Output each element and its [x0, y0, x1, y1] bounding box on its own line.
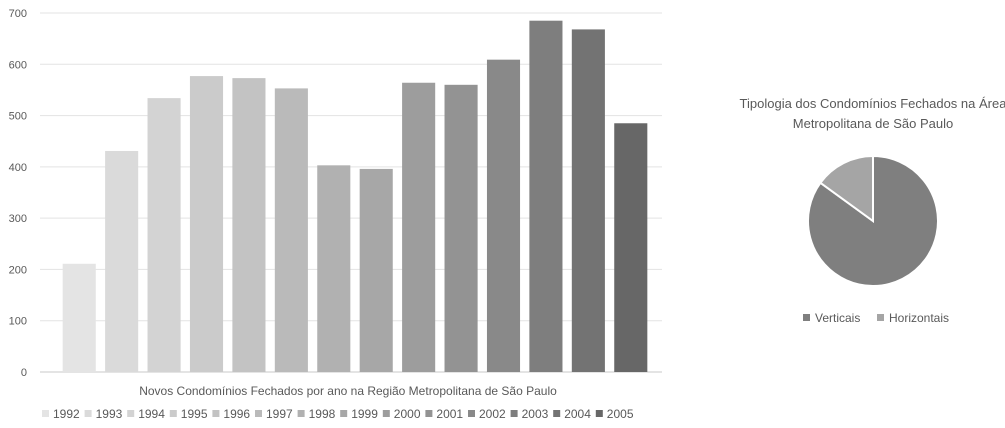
legend-label-1999: 1999 — [351, 407, 378, 421]
bar-1994 — [147, 98, 181, 373]
pie-chart-title-line-1: Tipologia dos Condomínios Fechados na Ár… — [740, 96, 1005, 111]
legend-label-2004: 2004 — [564, 407, 591, 421]
bar-chart-title: Novos Condomínios Fechados por ano na Re… — [139, 384, 557, 398]
legend-label-2002: 2002 — [479, 407, 506, 421]
y-tick-label: 200 — [9, 264, 27, 276]
legend-label-1993: 1993 — [96, 407, 123, 421]
y-tick-label: 500 — [9, 111, 27, 123]
legend-swatch-1999 — [340, 410, 348, 417]
legend-swatch-1993 — [84, 410, 92, 417]
legend-swatch-1998 — [297, 410, 305, 417]
pie-slices — [807, 154, 939, 287]
bar-1996 — [232, 78, 266, 372]
legend-swatch-1994 — [127, 410, 135, 417]
legend-swatch-2001 — [425, 410, 433, 417]
bar-1998 — [317, 165, 351, 372]
bar-2000 — [402, 82, 436, 373]
bar-chart: 0 100 200 300 400 500 600 700 Novos Condomínios… — [9, 8, 662, 421]
legend-label-1997: 1997 — [266, 407, 293, 421]
pie-slice-horizontais — [819, 154, 874, 223]
legend-label-2003: 2003 — [522, 407, 549, 421]
legend-swatch-2003 — [510, 410, 518, 417]
bar-series — [62, 20, 648, 373]
y-tick-label: 400 — [9, 162, 27, 174]
bar-y-axis: 0 100 200 300 400 500 600 700 — [9, 8, 27, 379]
legend-swatch-1997 — [255, 410, 262, 417]
legend-label-2001: 2001 — [436, 407, 463, 421]
legend-swatch-1992 — [42, 410, 49, 417]
pie-legend-swatch-horizontais — [877, 314, 884, 321]
bar-2005 — [614, 123, 648, 372]
pie-legend-label-verticais: Verticais — [815, 311, 860, 325]
pie-legend-swatch-verticais — [803, 314, 810, 321]
legend-label-1995: 1995 — [181, 407, 208, 421]
legend-label-1998: 1998 — [309, 407, 336, 421]
pie-legend: Verticais Horizontais — [803, 311, 949, 325]
bar-2002 — [486, 59, 521, 373]
bar-2001 — [444, 84, 478, 373]
pie-chart-title-line-2: Metropolitana de São Paulo — [793, 116, 953, 131]
y-tick-label: 100 — [9, 316, 27, 328]
legend-swatch-2005 — [595, 410, 603, 417]
y-tick-label: 0 — [21, 367, 27, 379]
y-tick-label: 600 — [9, 59, 27, 71]
bar-gridlines — [40, 12, 662, 373]
y-tick-label: 700 — [9, 8, 27, 20]
bar-1999 — [359, 168, 393, 372]
bar-1997 — [274, 88, 308, 372]
legend-swatch-1995 — [169, 410, 177, 417]
legend-swatch-2000 — [382, 410, 390, 417]
bar-1993 — [105, 150, 139, 372]
pie-slice-verticais — [807, 154, 939, 287]
legend-swatch-2004 — [553, 410, 561, 417]
bar-legend: 1992 1993 1994 1995 1996 1997 1998 1999 2000 2001… — [42, 407, 634, 421]
pie-legend-label-horizontais: Horizontais — [889, 311, 949, 325]
legend-label-2000: 2000 — [394, 407, 421, 421]
legend-label-1996: 1996 — [223, 407, 250, 421]
y-tick-label: 300 — [9, 213, 27, 225]
legend-label-1994: 1994 — [138, 407, 165, 421]
bar-1995 — [189, 76, 224, 373]
legend-label-1992: 1992 — [53, 407, 80, 421]
legend-label-2005: 2005 — [607, 407, 634, 421]
bar-2004 — [571, 29, 605, 372]
legend-swatch-2002 — [468, 410, 475, 417]
bar-1992 — [62, 263, 96, 372]
legend-swatch-1996 — [212, 410, 220, 417]
bar-2003 — [529, 20, 563, 372]
pie-chart: Tipologia dos Condomínios Fechados na Ár… — [740, 96, 1005, 325]
